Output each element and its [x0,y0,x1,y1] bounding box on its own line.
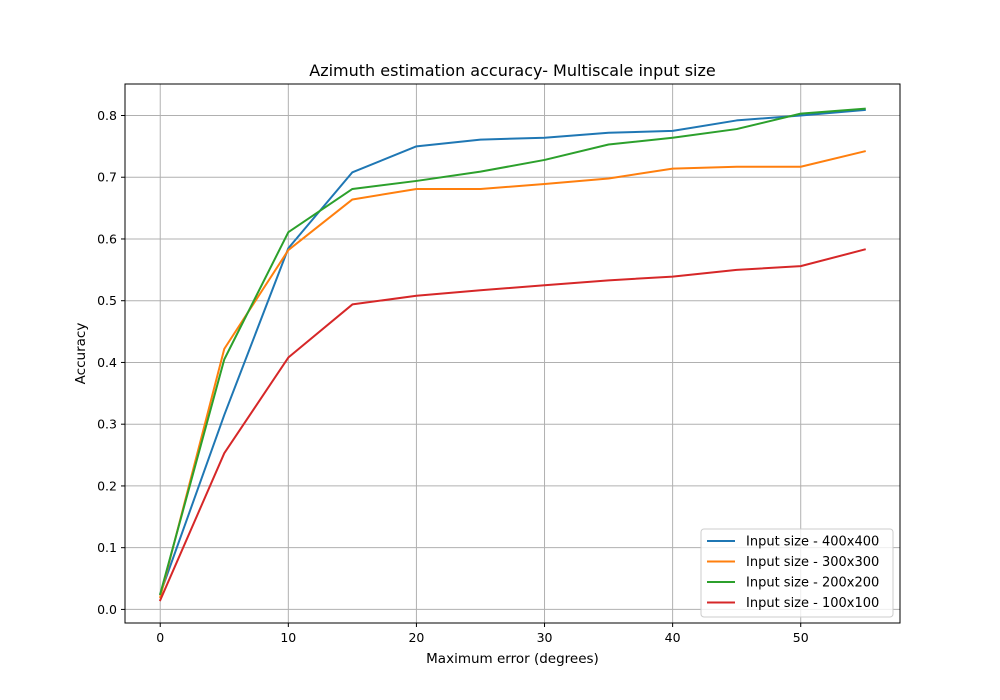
legend-box [700,528,894,618]
y-tick-label: 0.5 [97,293,117,308]
y-tick-label: 0.3 [97,417,117,432]
y-tick-label: 0.4 [97,355,117,370]
y-tick-label: 0.1 [97,540,117,555]
legend: Input size - 400x400 Input size - 300x300… [700,528,894,618]
legend-label: Input size - 200x200 [746,576,879,591]
y-tick-label: 0.7 [97,170,117,185]
x-axis-ticks: 0 10 20 30 40 50 [156,623,809,645]
legend-label: Input size - 100x100 [746,596,879,611]
y-axis-label: Accuracy [73,323,89,385]
plot-frame [124,83,901,624]
series-line-2 [159,150,866,599]
x-tick-label: 0 [156,630,164,645]
x-tick-label: 10 [280,630,296,645]
y-tick-label: 0.6 [97,231,117,246]
legend-label: Input size - 400x400 [746,535,879,550]
legend-label: Input size - 300x300 [746,555,879,570]
x-tick-label: 50 [793,630,809,645]
x-tick-label: 20 [408,630,424,645]
x-axis-label: Maximum error (degrees) [426,651,599,667]
x-tick-label: 40 [665,630,681,645]
series-line-3 [159,107,866,596]
series-line-1 [158,108,866,596]
grid [125,84,900,623]
series-lines [158,107,866,602]
chart-title: Azimuth estimation accuracy- Multiscale … [309,61,716,80]
x-tick-label: 30 [537,630,553,645]
y-axis-ticks: 0.0 0.1 0.2 0.3 0.4 0.5 0.6 0.7 0.8 [97,108,125,617]
y-tick-label: 0.8 [97,108,117,123]
y-tick-label: 0.2 [97,478,117,493]
series-line-4 [158,248,866,602]
y-tick-label: 0.0 [97,602,117,617]
